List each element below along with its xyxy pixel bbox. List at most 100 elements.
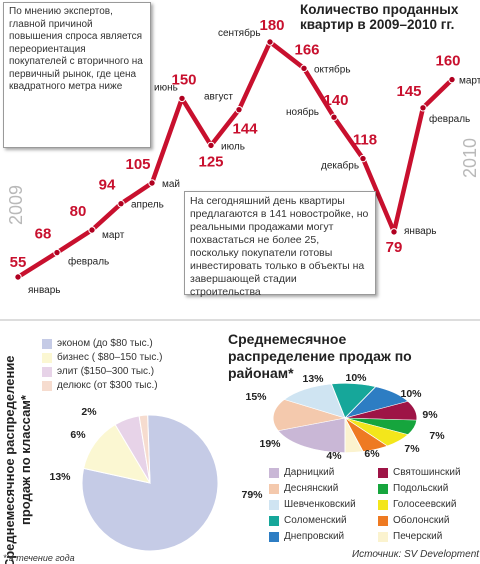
legend-label: бизнес ( $80–150 тыс.): [57, 352, 163, 363]
slice-business: [82, 423, 152, 484]
month-label: январь: [28, 285, 60, 296]
legend-label: Печерский: [393, 531, 443, 542]
legend-label: эконом (до $80 тыс.): [57, 338, 153, 349]
month-label: март: [459, 76, 480, 87]
value-label: 180: [259, 17, 284, 34]
data-point: [235, 105, 243, 114]
districts-legend-item: Оболонский: [378, 515, 449, 526]
month-label: май: [162, 179, 180, 190]
districts-legend-item: Деснянский: [269, 483, 338, 494]
legend-label: Шевченковский: [284, 499, 356, 510]
legend-swatch: [378, 467, 388, 478]
value-label: 68: [35, 226, 52, 243]
districts-pct-label: 10%: [400, 388, 422, 400]
month-label: июнь: [154, 82, 178, 93]
data-point: [14, 273, 22, 281]
sales-line-chart: 55 январь 68 февраль 80 март 94 апрель 105 май 150…: [10, 17, 480, 296]
data-point: [359, 154, 367, 163]
districts-legend-item: Соломенский: [269, 515, 347, 526]
classes-pct-label: 13%: [49, 471, 71, 483]
data-point: [390, 228, 398, 236]
month-label: февраль: [68, 256, 109, 268]
districts-legend-item: Святошинский: [378, 467, 461, 478]
classes-pct-label: 79%: [241, 489, 263, 501]
legend-swatch: [42, 352, 52, 363]
legend-swatch: [42, 338, 52, 349]
data-point: [178, 94, 186, 103]
classes-legend-item: делюкс (от $300 тыс.): [42, 380, 158, 391]
data-point: [300, 64, 308, 73]
legend-swatch: [378, 515, 388, 526]
classes-legend-item: эконом (до $80 тыс.): [42, 338, 153, 349]
month-label: январь: [404, 226, 436, 237]
month-label: декабрь: [321, 160, 359, 172]
legend-label: элит ($150–300 тыс.): [57, 366, 155, 377]
classes-pct-label: 6%: [70, 429, 86, 441]
month-label: апрель: [131, 200, 164, 211]
districts-pct-label: 7%: [429, 430, 445, 442]
legend-swatch: [378, 499, 388, 510]
value-label: 105: [125, 156, 150, 173]
pie-slice: [344, 417, 364, 453]
legend-label: Дарницкий: [284, 467, 335, 478]
legend-swatch: [269, 483, 279, 494]
experts-note: По мнению экспертов, главной причиной по…: [3, 2, 151, 148]
districts-pie-chart: [272, 383, 418, 453]
value-label: 55: [10, 254, 27, 271]
month-label: октябрь: [314, 63, 351, 75]
value-label: 140: [323, 92, 348, 109]
legend-swatch: [42, 380, 52, 391]
classes-pct-label: 2%: [81, 406, 97, 418]
data-point: [330, 113, 338, 121]
value-label: 79: [386, 239, 403, 256]
districts-pct-label: 19%: [259, 438, 281, 450]
source-note: Источник: SV Development: [352, 549, 480, 560]
legend-swatch: [378, 531, 388, 542]
legend-swatch: [269, 499, 279, 510]
legend-label: Деснянский: [284, 483, 339, 494]
month-label: сентябрь: [218, 27, 261, 39]
districts-legend-item: Голосеевский: [378, 499, 456, 510]
districts-legend-item: Печерский: [378, 531, 442, 542]
legend-label: Соломенский: [284, 515, 347, 526]
districts-pct-label: 10%: [345, 372, 367, 384]
data-point: [266, 38, 274, 46]
legend-swatch: [42, 366, 52, 377]
data-point: [117, 199, 125, 208]
value-label: 160: [435, 53, 460, 70]
data-point: [419, 104, 427, 112]
classes-legend-item: бизнес ( $80–150 тыс.): [42, 352, 162, 363]
classes-pie-chart: 79% 13% 6% 2%: [49, 406, 263, 552]
classes-pie-title: Среднемесячное распределение продаж по к…: [2, 352, 33, 564]
data-point: [448, 75, 456, 84]
year-2010-label: 2010: [460, 138, 480, 178]
legend-swatch: [378, 483, 388, 494]
legend-label: Оболонский: [393, 515, 450, 526]
slice-deluxe: [138, 414, 151, 484]
value-label: 94: [99, 177, 116, 194]
legend-label: Днепровский: [284, 531, 345, 542]
districts-pct-label: 4%: [326, 450, 342, 462]
line-chart-title: Количество проданных квартир в 2009–2010…: [300, 2, 459, 32]
footnote: * в течение года: [3, 553, 75, 563]
districts-legend-item: Подольский: [378, 483, 448, 494]
legend-swatch: [269, 515, 279, 526]
districts-pie-title: Среднемесячное распределение продаж по р…: [228, 331, 412, 381]
pie-slice: [277, 417, 346, 453]
legend-swatch: [269, 531, 279, 542]
districts-pct-label: 6%: [364, 448, 380, 460]
legend-label: Подольский: [393, 483, 449, 494]
legend-label: делюкс (от $300 тыс.): [57, 380, 158, 391]
legend-swatch: [269, 467, 279, 478]
legend-label: Святошинский: [393, 467, 461, 478]
districts-legend-item: Дарницкий: [269, 467, 334, 478]
month-label: март: [102, 230, 125, 241]
month-label: ноябрь: [286, 106, 319, 118]
data-point: [148, 179, 156, 187]
value-label: 144: [232, 121, 258, 138]
year-2009-label: 2009: [6, 185, 26, 225]
value-label: 145: [396, 83, 421, 100]
data-point: [207, 141, 215, 150]
districts-pct-label: 7%: [404, 443, 420, 455]
